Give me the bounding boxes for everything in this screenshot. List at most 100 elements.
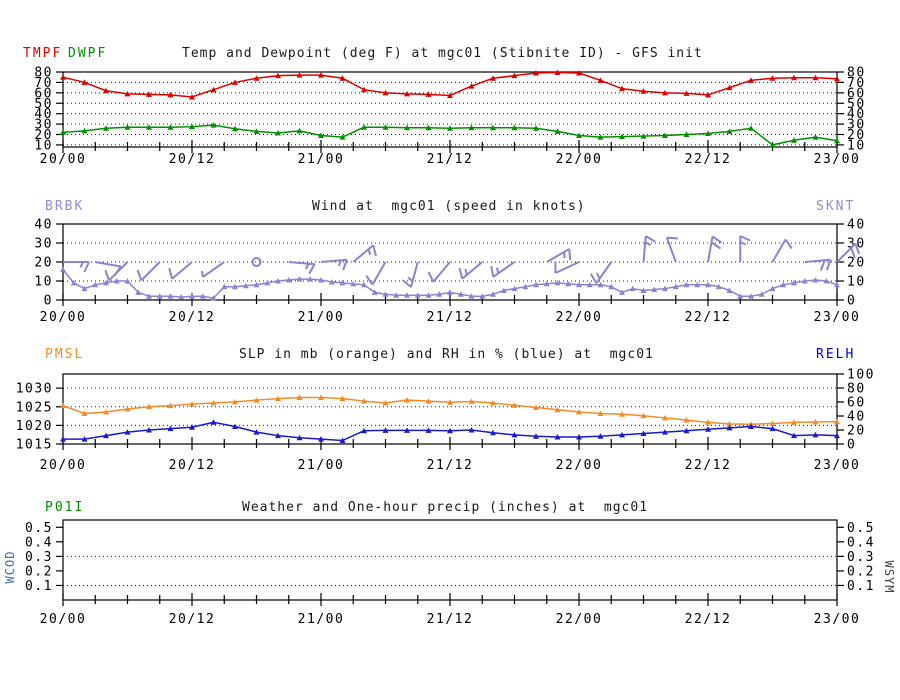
y-axis-label-left: 10 bbox=[34, 138, 53, 153]
data-point-marker bbox=[801, 278, 808, 284]
wind-barb-icon bbox=[432, 261, 451, 283]
data-point-marker bbox=[554, 279, 561, 286]
y-axis-label-right: 40 bbox=[847, 410, 866, 425]
data-point-marker bbox=[576, 408, 582, 415]
wind-barb-feather bbox=[104, 269, 111, 281]
data-point-marker bbox=[705, 130, 711, 136]
data-point-marker bbox=[425, 292, 432, 298]
data-point-marker bbox=[275, 395, 281, 402]
wind-barb-half-feather bbox=[563, 251, 566, 259]
data-point-marker bbox=[382, 89, 389, 96]
data-point-marker bbox=[533, 281, 539, 288]
panel-slp-rh-title: SLP in mb (orange) and RH in % (blue) at… bbox=[239, 347, 654, 362]
data-point-marker bbox=[103, 432, 109, 439]
wind-barb-icon bbox=[202, 261, 225, 278]
data-point-marker bbox=[629, 285, 636, 292]
x-axis-label: 22/12 bbox=[685, 152, 732, 167]
y-axis-label-left: 40 bbox=[34, 107, 53, 122]
data-point-marker bbox=[791, 419, 797, 425]
data-point-marker bbox=[511, 285, 518, 292]
data-point-marker bbox=[672, 283, 679, 290]
wind-barb-feather bbox=[372, 245, 377, 257]
y-axis-label-right: 20 bbox=[847, 256, 866, 271]
data-point-marker bbox=[533, 70, 539, 76]
data-point-marker bbox=[812, 134, 819, 140]
wind-barb-icon bbox=[410, 261, 419, 288]
data-point-marker bbox=[264, 279, 271, 286]
data-point-marker bbox=[662, 285, 668, 292]
data-point-marker bbox=[103, 125, 109, 131]
y-axis-label-right: 0.5 bbox=[847, 521, 875, 536]
data-point-marker bbox=[500, 287, 507, 293]
wcod-side-label: WCOD bbox=[3, 550, 17, 584]
x-axis-label: 22/00 bbox=[556, 612, 603, 627]
y-axis-label-left: 0.2 bbox=[25, 564, 53, 579]
data-point-marker bbox=[769, 285, 776, 292]
data-point-marker bbox=[103, 279, 109, 286]
data-point-marker bbox=[726, 287, 733, 293]
y-axis-label-left: 40 bbox=[34, 218, 53, 233]
data-point-marker bbox=[834, 75, 840, 82]
wind-barb-icon bbox=[288, 261, 315, 266]
data-point-marker bbox=[447, 125, 453, 131]
y-axis-label-left: 60 bbox=[34, 86, 53, 101]
data-point-marker bbox=[167, 425, 174, 432]
data-point-marker bbox=[404, 292, 410, 298]
data-point-marker bbox=[189, 424, 195, 430]
data-point-marker bbox=[221, 283, 228, 290]
wind-barb-half-feather bbox=[367, 248, 372, 256]
y-axis-label-left: 0.4 bbox=[25, 535, 53, 550]
x-axis-label: 20/12 bbox=[169, 458, 216, 473]
wind-barb-feather bbox=[568, 248, 572, 261]
data-point-marker bbox=[791, 74, 797, 81]
wind-barb-feather bbox=[710, 241, 722, 250]
data-point-marker bbox=[146, 403, 152, 410]
data-point-marker bbox=[124, 124, 131, 130]
data-point-marker bbox=[307, 276, 314, 282]
y-axis-label-right: 100 bbox=[847, 368, 875, 383]
data-point-marker bbox=[468, 427, 475, 433]
data-point-marker bbox=[275, 129, 281, 136]
data-point-marker bbox=[705, 281, 711, 288]
data-point-marker bbox=[511, 431, 518, 438]
y-axis-label-left: 70 bbox=[34, 76, 53, 91]
data-point-marker bbox=[382, 124, 389, 130]
x-axis-label: 20/12 bbox=[169, 152, 216, 167]
y-axis-label-left: 20 bbox=[34, 256, 53, 271]
data-point-marker bbox=[318, 72, 324, 78]
data-point-marker bbox=[619, 431, 625, 438]
y-axis-label-right: 40 bbox=[847, 107, 866, 122]
data-point-marker bbox=[812, 419, 819, 425]
wind-barb-icon bbox=[642, 236, 647, 263]
data-point-marker bbox=[748, 423, 754, 429]
data-point-marker bbox=[468, 83, 475, 89]
data-point-marker bbox=[554, 128, 561, 134]
data-point-marker bbox=[726, 128, 733, 134]
y-axis-label-right: 0.3 bbox=[847, 550, 875, 565]
wind-barb-half-feather bbox=[79, 261, 84, 268]
data-point-marker bbox=[382, 291, 389, 297]
wind-barb-feather bbox=[83, 261, 90, 273]
x-axis-label: 21/00 bbox=[298, 612, 345, 627]
data-point-marker bbox=[404, 397, 410, 403]
data-point-marker bbox=[318, 132, 324, 139]
wind-barb-icon bbox=[555, 261, 580, 274]
x-axis-label: 22/00 bbox=[556, 152, 603, 167]
data-point-marker bbox=[296, 127, 303, 134]
data-point-marker bbox=[371, 289, 378, 295]
data-point-marker bbox=[253, 75, 260, 81]
data-point-marker bbox=[425, 91, 432, 97]
x-axis-label: 22/00 bbox=[556, 310, 603, 325]
panel-3: 0.50.40.30.20.10.50.40.30.20.120/00 20/12… bbox=[25, 519, 875, 627]
data-point-marker bbox=[124, 278, 131, 284]
data-point-marker bbox=[318, 277, 324, 283]
data-point-marker bbox=[812, 277, 819, 283]
data-point-marker bbox=[189, 123, 195, 130]
x-axis-label: 21/00 bbox=[298, 310, 345, 325]
wind-barb-feather bbox=[819, 259, 826, 271]
x-axis-label: 21/12 bbox=[427, 612, 474, 627]
data-point-marker bbox=[447, 427, 453, 434]
data-point-marker bbox=[350, 280, 357, 287]
data-point-marker bbox=[124, 429, 131, 435]
